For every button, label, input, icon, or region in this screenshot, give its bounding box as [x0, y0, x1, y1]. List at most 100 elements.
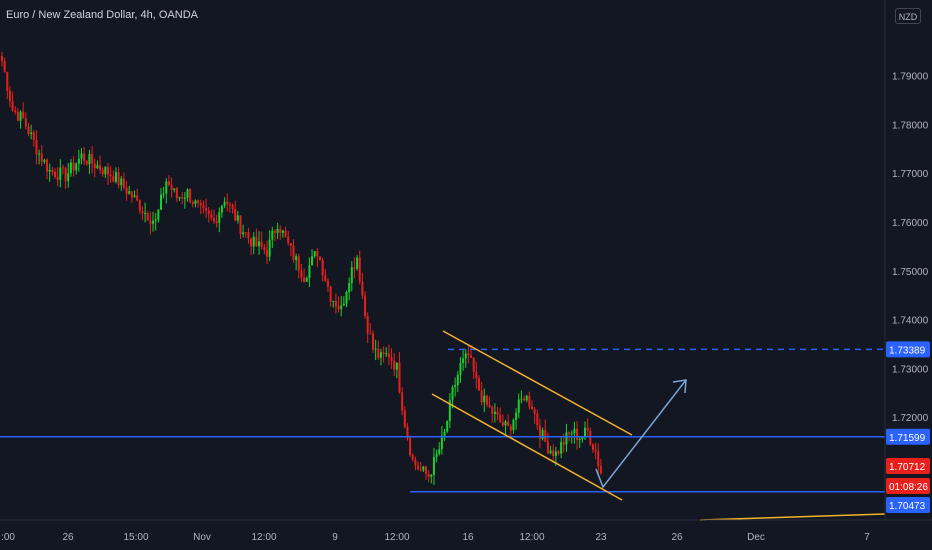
candle-body	[501, 422, 504, 426]
price-tick-label: 1.79000	[892, 72, 929, 83]
candle-body	[244, 232, 247, 234]
candle-body	[427, 473, 430, 477]
candle-body	[340, 305, 343, 310]
candle-body	[467, 353, 470, 356]
channel-upper-line[interactable]	[442, 330, 633, 436]
candle-body	[544, 429, 547, 442]
candle-body	[88, 153, 91, 165]
level-price-label: 1.70473	[889, 501, 926, 512]
candle-body	[32, 132, 35, 140]
candle-body	[35, 139, 38, 155]
projection-arrow[interactable]	[595, 379, 687, 489]
candle-body	[403, 410, 406, 427]
candle-body	[295, 256, 298, 261]
candle-body	[562, 442, 565, 445]
level-price-label: 1.73389	[889, 345, 926, 356]
trend-line-bottom[interactable]	[699, 513, 886, 521]
candle-body	[83, 153, 86, 161]
candle-body	[382, 352, 385, 354]
candle-body	[160, 194, 162, 210]
candle-body	[462, 358, 465, 363]
candle-body	[43, 159, 46, 162]
bar-countdown-label-bg	[886, 478, 930, 494]
candle-body	[570, 433, 573, 435]
candle-body	[8, 90, 11, 102]
candle-body	[430, 474, 433, 477]
candle-body	[538, 425, 541, 439]
candle-body	[509, 426, 512, 431]
time-tick-label: 9	[332, 532, 338, 543]
candle-body	[483, 395, 486, 403]
candle-body	[549, 450, 552, 454]
candle-body	[93, 163, 96, 169]
candle-body	[220, 205, 223, 213]
time-tick-label: 7	[864, 532, 870, 543]
candle-body	[223, 201, 226, 206]
candle-body	[581, 436, 584, 440]
candle-body	[252, 236, 255, 247]
candle-body	[1, 56, 3, 62]
candle-body	[273, 230, 276, 233]
candle-body	[480, 390, 483, 403]
candle-body	[297, 256, 300, 271]
candle-body	[446, 421, 449, 432]
candle-body	[528, 395, 531, 407]
candle-body	[507, 421, 510, 427]
candle-body	[557, 451, 560, 454]
candle-body	[454, 385, 457, 388]
candle-body	[40, 153, 43, 162]
candle-body	[496, 411, 499, 415]
candle-body	[117, 172, 120, 186]
candle-body	[395, 362, 398, 370]
time-tick-label: 12:00	[384, 532, 409, 543]
candle-body	[226, 201, 229, 205]
candle-body	[27, 126, 30, 135]
currency-badge[interactable]: NZD	[895, 8, 921, 24]
candle-body	[54, 171, 56, 178]
candle-body	[485, 395, 488, 406]
candle-body	[589, 430, 592, 445]
candle-body	[154, 219, 157, 221]
candle-body	[584, 427, 586, 437]
candle-body	[300, 270, 303, 278]
candle-body	[38, 153, 41, 155]
candle-body	[385, 353, 388, 355]
candle-body	[364, 295, 367, 316]
candle-body	[409, 437, 412, 455]
candle-body	[305, 277, 308, 282]
level-price-label: 1.71599	[889, 433, 926, 444]
candle-body	[24, 118, 27, 127]
candle-body	[464, 353, 467, 359]
candle-body	[289, 243, 292, 246]
candle-body	[191, 202, 194, 204]
time-axis[interactable]: :00 26 15:00 Nov 12:00 9 12:00 16 12:00 23 26 Dec 7	[1, 532, 870, 543]
candle-body	[284, 230, 287, 237]
channel-lower-line[interactable]	[431, 393, 623, 501]
candle-body	[326, 280, 329, 287]
candle-body	[379, 352, 382, 358]
candle-body	[56, 177, 59, 180]
price-tick-label: 1.74000	[892, 316, 929, 327]
candle-body	[308, 265, 311, 278]
candle-body	[334, 300, 337, 307]
candle-body	[419, 469, 422, 471]
candle-body	[361, 281, 364, 296]
candle-body	[266, 250, 268, 257]
candle-body	[568, 432, 571, 434]
candle-body	[411, 454, 414, 460]
candle-body	[443, 431, 446, 436]
candle-body	[46, 159, 49, 172]
candle-body	[491, 406, 494, 414]
candle-body	[525, 395, 528, 401]
arrow-head	[672, 379, 687, 394]
time-tick-label: :00	[1, 532, 15, 543]
candle-body	[499, 414, 502, 423]
candle-body	[358, 257, 361, 282]
candle-body	[75, 163, 78, 171]
candle-body	[422, 466, 425, 471]
candle-body	[258, 241, 261, 247]
candle-body	[279, 228, 282, 233]
candle-body	[440, 435, 443, 449]
candle-body	[319, 256, 321, 261]
